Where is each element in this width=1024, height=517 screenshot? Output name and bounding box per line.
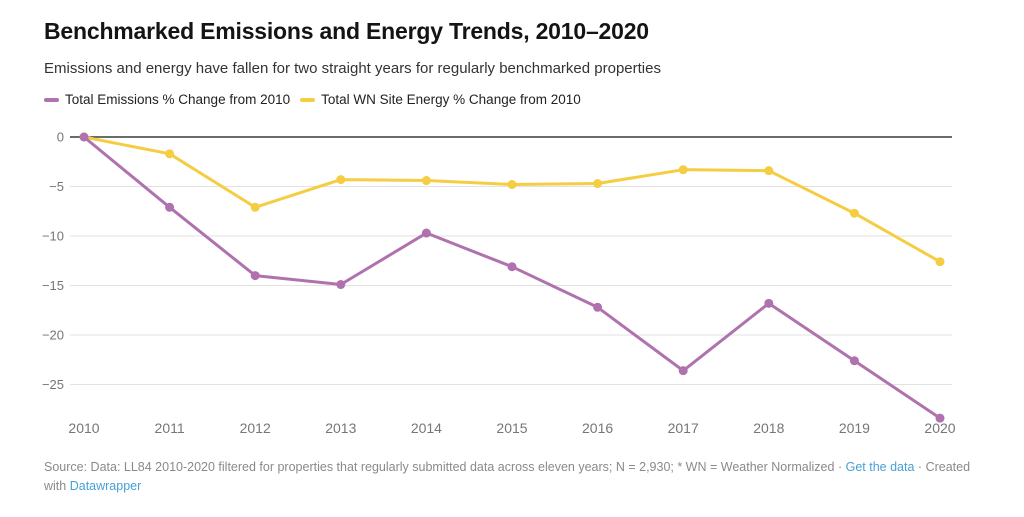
y-tick-label: 0 bbox=[57, 130, 64, 145]
legend: Total Emissions % Change from 2010 Total… bbox=[44, 92, 581, 107]
x-tick-label: 2018 bbox=[753, 420, 784, 436]
line-chart: 0 −5 −10 −15 −20 −25 2010 2011 2012 2013 2014 2015 2… bbox=[42, 130, 956, 437]
y-tick-label: −25 bbox=[42, 377, 64, 392]
x-tick-label: 2013 bbox=[325, 420, 356, 436]
data-point-series-1[interactable] bbox=[507, 180, 517, 190]
data-point-series-1[interactable] bbox=[250, 202, 260, 212]
x-tick-label: 2020 bbox=[924, 420, 955, 436]
x-tick-label: 2016 bbox=[582, 420, 613, 436]
x-tick-label: 2014 bbox=[411, 420, 442, 436]
data-point-series-0[interactable] bbox=[935, 413, 945, 423]
data-point-series-1[interactable] bbox=[849, 208, 859, 218]
data-point-series-1[interactable] bbox=[593, 179, 603, 189]
data-point-series-1[interactable] bbox=[165, 149, 175, 159]
get-the-data-link[interactable]: Get the data bbox=[845, 460, 915, 474]
data-point-series-0[interactable] bbox=[79, 132, 89, 142]
x-tick-label: 2017 bbox=[668, 420, 699, 436]
y-tick-label: −10 bbox=[42, 229, 64, 244]
data-point-series-1[interactable] bbox=[764, 166, 774, 176]
legend-swatch-energy-icon bbox=[300, 97, 316, 102]
x-tick-label: 2019 bbox=[839, 420, 870, 436]
x-tick-label: 2015 bbox=[496, 420, 527, 436]
legend-item-energy: Total WN Site Energy % Change from 2010 bbox=[300, 92, 581, 107]
data-point-series-0[interactable] bbox=[678, 366, 688, 376]
x-tick-label: 2011 bbox=[155, 420, 185, 436]
y-tick-label: −20 bbox=[42, 328, 64, 343]
data-point-series-0[interactable] bbox=[593, 302, 603, 312]
data-point-series-0[interactable] bbox=[336, 280, 346, 290]
data-point-series-0[interactable] bbox=[849, 356, 859, 366]
data-point-series-0[interactable] bbox=[507, 262, 517, 272]
created-with-text: with bbox=[44, 478, 67, 493]
chart-subtitle: Emissions and energy have fallen for two… bbox=[44, 60, 661, 77]
y-tick-label: −5 bbox=[49, 179, 64, 194]
legend-item-emissions: Total Emissions % Change from 2010 bbox=[44, 92, 290, 107]
data-point-series-1[interactable] bbox=[421, 176, 431, 186]
separator-dot: · bbox=[917, 460, 923, 474]
y-tick-label: −15 bbox=[42, 278, 64, 293]
source-text: Source: Data: LL84 2010-2020 filtered fo… bbox=[44, 460, 835, 474]
x-tick-label: 2012 bbox=[240, 420, 271, 436]
data-point-series-1[interactable] bbox=[935, 257, 945, 267]
data-point-series-0[interactable] bbox=[250, 271, 260, 281]
legend-swatch-emissions-icon bbox=[44, 97, 59, 102]
legend-label-energy: Total WN Site Energy % Change from 2010 bbox=[321, 92, 581, 107]
chart-title: Benchmarked Emissions and Energy Trends,… bbox=[44, 18, 649, 44]
data-point-series-0[interactable] bbox=[764, 298, 774, 308]
data-point-series-0[interactable] bbox=[165, 202, 175, 212]
data-point-series-1[interactable] bbox=[678, 165, 688, 175]
data-point-series-0[interactable] bbox=[421, 228, 431, 238]
x-tick-label: 2010 bbox=[68, 420, 99, 436]
source-note: Source: Data: LL84 2010-2020 filtered fo… bbox=[44, 458, 976, 495]
created-text: Created bbox=[925, 460, 971, 474]
data-point-series-1[interactable] bbox=[336, 175, 346, 185]
legend-label-emissions: Total Emissions % Change from 2010 bbox=[65, 92, 291, 107]
datawrapper-link[interactable]: Datawrapper bbox=[69, 478, 142, 493]
separator-dot: · bbox=[837, 460, 843, 474]
